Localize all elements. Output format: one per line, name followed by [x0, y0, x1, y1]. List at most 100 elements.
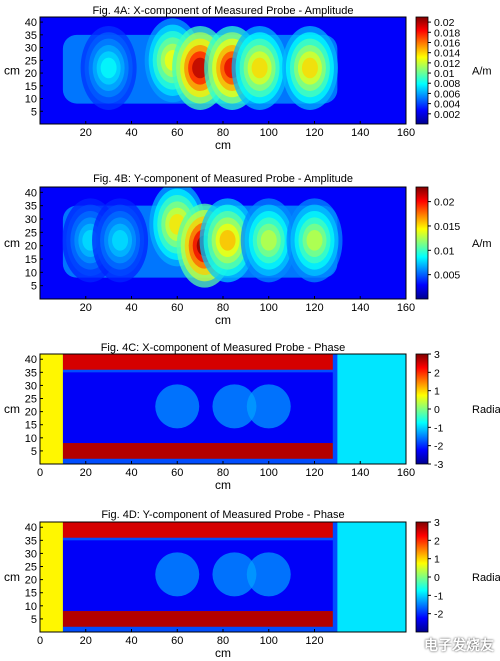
phase-left-edge — [40, 522, 63, 632]
y-tick-label: 25 — [25, 227, 37, 239]
y-axis-label: cm — [4, 236, 20, 250]
x-tick-label: 80 — [217, 302, 229, 314]
x-tick-label: 160 — [397, 127, 415, 139]
watermark-text: 电子发烧友 — [424, 638, 494, 654]
colorbar-tick-label: 2 — [434, 535, 440, 547]
x-tick-label: 100 — [260, 467, 278, 479]
colorbar-tick-label: -3 — [434, 459, 443, 471]
y-tick-label: 35 — [25, 535, 37, 547]
y-tick-label: 30 — [25, 214, 37, 226]
y-tick-label: 30 — [25, 548, 37, 560]
y-tick-label: 40 — [25, 187, 37, 199]
y-axis-label: cm — [4, 402, 20, 416]
x-tick-label: 20 — [80, 127, 92, 139]
colorbar-tick-label: 0.004 — [434, 99, 460, 111]
y-tick-label: 25 — [25, 394, 37, 406]
hotspot-6-level-6 — [301, 57, 318, 79]
chart-panel-2: Fig. 4B: Y-component of Measured Probe -… — [4, 173, 492, 327]
x-tick-label: 160 — [397, 302, 415, 314]
x-tick-label: 100 — [260, 635, 278, 647]
y-tick-label: 35 — [25, 367, 37, 379]
chart-title: Fig. 4D: Y-component of Measured Probe -… — [101, 509, 344, 521]
colorbar-tick-label: 2 — [434, 367, 440, 379]
y-tick-label: 20 — [25, 241, 37, 253]
phase-right-region — [337, 522, 406, 632]
y-tick-label: 15 — [25, 81, 37, 93]
y-tick-label: 40 — [25, 17, 37, 29]
y-tick-label: 10 — [25, 94, 37, 106]
x-tick-label: 100 — [260, 127, 278, 139]
x-tick-label: 140 — [351, 302, 369, 314]
colorbar-label: Radians — [472, 572, 500, 584]
colorbar — [415, 16, 429, 125]
colorbar-tick-label: 0.01 — [434, 245, 455, 257]
x-tick-label: 60 — [171, 127, 183, 139]
x-tick-label: 140 — [351, 467, 369, 479]
phase-patch-1 — [155, 384, 200, 429]
x-tick-label: 120 — [305, 635, 323, 647]
y-tick-label: 5 — [31, 614, 37, 626]
hotspot-1-level-6 — [100, 57, 117, 79]
x-tick-label: 120 — [305, 302, 323, 314]
colorbar-tick-label: 0.012 — [434, 58, 460, 70]
x-tick-label: 40 — [125, 302, 137, 314]
y-tick-label: 20 — [25, 407, 37, 419]
y-tick-label: 40 — [25, 522, 37, 534]
colorbar-tick-label: 0.018 — [434, 27, 460, 39]
phase-left-edge — [40, 354, 63, 464]
x-tick-label: 120 — [305, 467, 323, 479]
x-tick-label: 100 — [260, 302, 278, 314]
colorbar-tick-label: 0.02 — [434, 197, 455, 209]
colorbar — [415, 353, 429, 465]
phase-right-region — [337, 354, 406, 464]
hotspot-5-level-6 — [251, 57, 268, 79]
x-axis-label: cm — [215, 478, 231, 492]
x-tick-label: 40 — [125, 127, 137, 139]
chart-panel-1: Fig. 4A: X-component of Measured Probe -… — [4, 5, 492, 152]
colorbar-tick-label: 1 — [434, 386, 440, 398]
phase-bottom-band — [62, 611, 333, 627]
y-tick-label: 25 — [25, 55, 37, 67]
y-tick-label: 5 — [31, 281, 37, 293]
x-tick-label: 80 — [217, 467, 229, 479]
y-tick-label: 10 — [25, 267, 37, 279]
x-axis-label: cm — [215, 138, 231, 152]
hotspot-2-level-6 — [112, 230, 129, 251]
chart-title: Fig. 4C: X-component of Measured Probe -… — [101, 342, 346, 354]
y-tick-label: 10 — [25, 433, 37, 445]
chart-title: Fig. 4A: X-component of Measured Probe -… — [92, 5, 353, 17]
x-tick-label: 0 — [37, 635, 43, 647]
phase-patch-2 — [212, 552, 257, 597]
y-tick-label: 40 — [25, 354, 37, 366]
x-tick-label: 160 — [397, 467, 415, 479]
phase-patch-2 — [212, 384, 257, 429]
watermark-logo-icon — [392, 637, 420, 653]
chart-panel-3: Fig. 4C: X-component of Measured Probe -… — [4, 342, 500, 492]
colorbar-tick-label: 0.01 — [434, 68, 455, 80]
heatmap-area — [40, 522, 406, 632]
x-tick-label: 80 — [217, 635, 229, 647]
colorbar — [415, 186, 429, 300]
y-axis-label: cm — [4, 64, 20, 78]
y-tick-label: 25 — [25, 562, 37, 574]
colorbar-tick-label: 3 — [434, 517, 440, 529]
heatmap-area — [40, 17, 406, 124]
heatmap-area — [40, 354, 406, 464]
x-tick-label: 60 — [171, 467, 183, 479]
chart-panel-4: Fig. 4D: Y-component of Measured Probe -… — [4, 509, 500, 660]
y-tick-label: 10 — [25, 601, 37, 613]
phase-bottom-band — [62, 443, 333, 459]
x-tick-label: 0 — [37, 467, 43, 479]
colorbar-tick-label: 0.008 — [434, 78, 460, 90]
hotspot-6-level-6 — [260, 230, 277, 251]
heatmap-area — [40, 187, 406, 299]
colorbar-tick-label: -1 — [434, 422, 443, 434]
hotspot-3-level-6 — [192, 57, 209, 79]
y-tick-label: 30 — [25, 380, 37, 392]
y-axis-label: cm — [4, 570, 20, 584]
colorbar-label: Radians — [472, 404, 500, 416]
colorbar-tick-label: 0.006 — [434, 88, 460, 100]
colorbar-tick-label: 0.016 — [434, 37, 460, 49]
colorbar-tick-label: 0.02 — [434, 17, 455, 29]
